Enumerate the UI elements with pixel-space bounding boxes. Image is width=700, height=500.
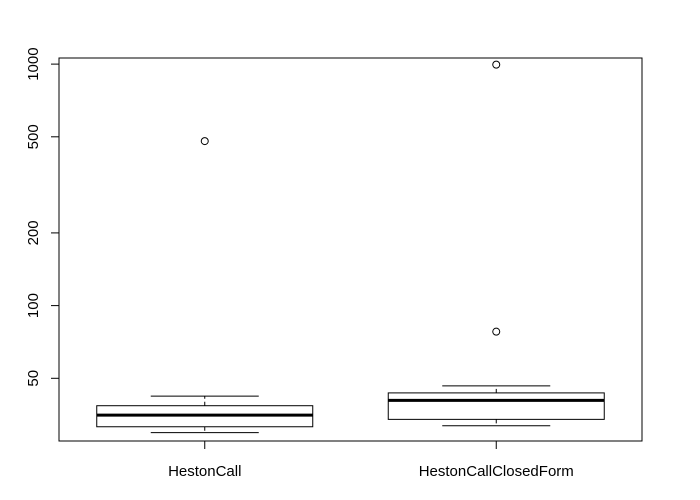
iqr-box [387,392,605,420]
y-tick-label: 1000 [25,47,42,80]
y-tick-label: 200 [25,220,42,245]
outlier-point [492,327,501,336]
y-tick-label: 50 [25,370,42,387]
boxes [96,60,605,434]
y-tick-label: 500 [25,124,42,149]
x-axis: HestonCall HestonCallClosedForm [168,440,574,480]
outlier-point [492,60,501,69]
y-axis: 50 100 200 500 1000 [25,47,60,387]
x-tick-label: HestonCallClosedForm [419,463,574,480]
box-group [96,137,314,434]
x-tick-label: HestonCall [168,463,241,480]
plot-frame [58,57,643,442]
outlier-point [200,137,209,146]
y-tick-label: 100 [25,293,42,318]
box-group [387,60,605,427]
